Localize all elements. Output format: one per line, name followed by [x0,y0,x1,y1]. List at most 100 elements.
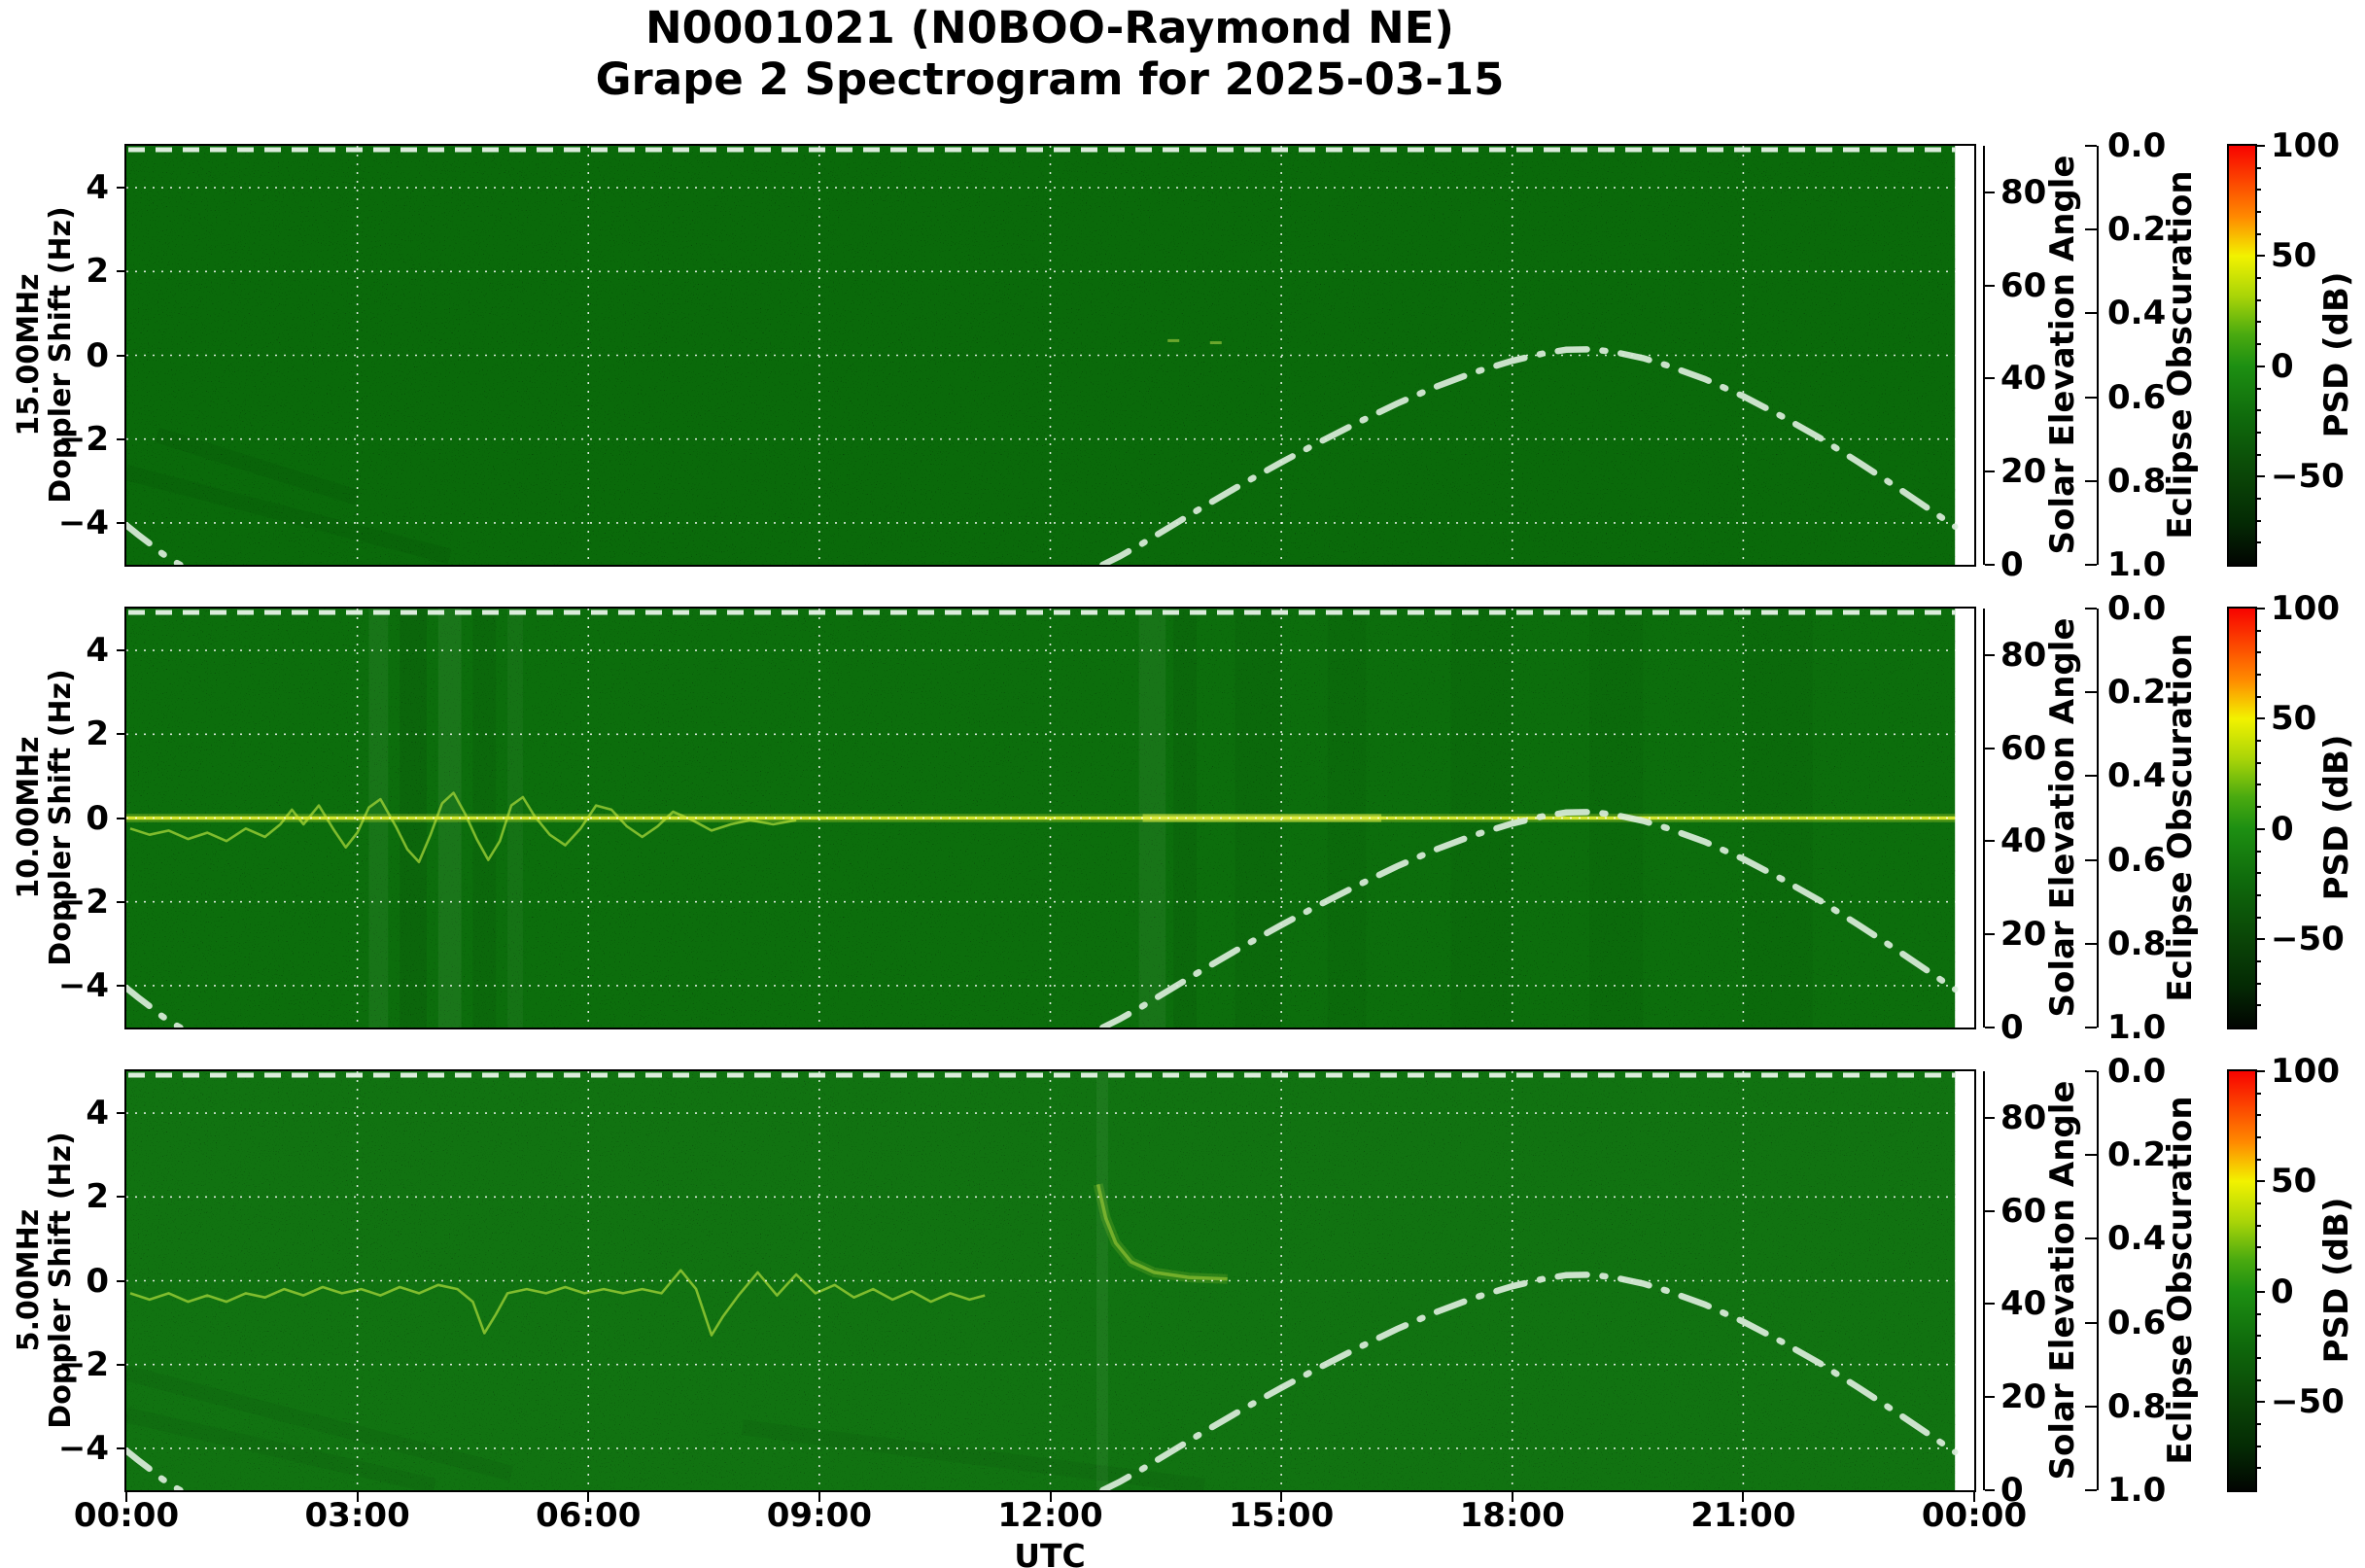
spectrogram-panel-10mhz [124,607,1976,1029]
colorbar-minor-tick [2255,1335,2261,1338]
colorbar-tick-mark [2255,255,2265,258]
colorbar-minor-tick [2255,387,2261,390]
colorbar-minor-tick [2255,982,2261,985]
colorbar-minor-tick [2255,541,2261,544]
x-tick-label: 18:00 [1459,1496,1565,1535]
colorbar-minor-tick [2255,959,2261,962]
solar-tick-label: 80 [2000,635,2047,675]
diag-shadow [155,427,361,505]
sunrise-smudge [1096,1184,1228,1281]
colorbar-minor-tick [2255,189,2261,192]
y-tick-label: 4 [86,1094,109,1133]
colorbar-minor-tick [2255,651,2261,654]
eclipse-tick-label: 0.6 [2107,377,2167,417]
x-tick-label: 12:00 [997,1496,1103,1535]
solar-elevation-curve-tail [126,522,184,565]
eclipse-tick-mark [2085,1405,2097,1408]
colorbar-tick-label: −50 [2271,1382,2345,1422]
colorbar-minor-tick [2255,321,2261,324]
eclipse-obscuration-axis-label: Eclipse Obscuration [2161,1096,2200,1465]
doppler-trace [129,1269,986,1337]
colorbar-minor-tick [2255,343,2261,346]
eclipse-tick-mark [2085,396,2097,399]
solar-tick-mark [1985,840,1995,843]
colorbar-minor-tick [2255,784,2261,786]
y-tick-label: 4 [86,631,109,671]
y-tick-mark [117,733,126,736]
diag-shadow [126,1365,514,1481]
y-tick-mark [117,1446,126,1449]
colorbar-tick-mark [2255,608,2265,610]
eclipse-tick-label: 1.0 [2107,1471,2167,1510]
eclipse-tick-label: 0.0 [2107,1052,2167,1091]
band [1096,1071,1108,1490]
colorbar-minor-tick [2255,695,2261,698]
solar-tick-label: 80 [2000,1098,2047,1137]
eclipse-tick-label: 0.8 [2107,923,2167,963]
noise-light [126,146,1956,565]
colorbar-minor-tick [2255,298,2261,301]
colorbar-minor-tick [2255,740,2261,743]
y-tick-label: 2 [86,252,109,292]
eclipse-tick-label: 0.4 [2107,294,2167,333]
y-tick-label: 2 [86,1177,109,1217]
x-tick-mark [1973,1492,1975,1502]
colorbar-minor-tick [2255,1312,2261,1315]
x-tick-mark [1742,1492,1745,1502]
eclipse-tick-mark [2085,691,2097,694]
psd-colorbar [2227,144,2257,567]
colorbar-minor-tick [2255,1004,2261,1007]
y-tick-label: 4 [86,168,109,208]
solar-tick-label: 60 [2000,1191,2047,1231]
colorbar-minor-tick [2255,519,2261,522]
y-tick-mark [117,817,126,819]
psd-colorbar-label: PSD (dB) [2317,1197,2356,1364]
colorbar-tick-mark [2255,145,2265,147]
colorbar-minor-tick [2255,1445,2261,1447]
eclipse-tick-mark [2085,1321,2097,1324]
colorbar-minor-tick [2255,232,2261,235]
eclipse-tick-mark [2085,564,2097,566]
solar-elevation-curve [1099,1272,1959,1490]
diag-shadow [126,1407,436,1490]
solar-tick-label: 80 [2000,172,2047,212]
y-tick-mark [117,187,126,190]
solar-elevation-axis-label: Solar Elevation Angle [2043,1080,2082,1481]
colorbar-minor-tick [2255,1136,2261,1139]
y-tick-label: 0 [86,798,109,838]
solar-tick-label: 40 [2000,821,2047,861]
eclipse-tick-mark [2085,1027,2097,1028]
solar-tick-mark [1985,1027,1995,1028]
solar-tick-mark [1985,191,1995,193]
chart-title-line2: Grape 2 Spectrogram for 2025-03-15 [595,53,1505,105]
solar-tick-mark [1985,1396,1995,1399]
colorbar-minor-tick [2255,1202,2261,1205]
solar-tick-mark [1985,1489,1995,1491]
colorbar-minor-tick [2255,166,2261,169]
solar-tick-mark [1985,470,1995,473]
eclipse-tick-mark [2085,479,2097,482]
eclipse-tick-mark [2085,608,2097,610]
colorbar-tick-label: −50 [2271,920,2345,959]
solar-tick-label: 0 [2000,545,2024,584]
colorbar-minor-tick [2255,916,2261,919]
eclipse-tick-mark [2085,1154,2097,1157]
colorbar-minor-tick [2255,277,2261,280]
eclipse-tick-label: 0.6 [2107,840,2167,880]
solar-elevation-axis-label: Solar Elevation Angle [2043,155,2082,555]
colorbar-tick-mark [2255,717,2265,720]
noise-light [126,1071,1956,1490]
colorbar-tick-mark [2255,1070,2265,1072]
colorbar-tick-label: 0 [2271,809,2294,849]
solar-elevation-curve-tail [126,985,184,1028]
colorbar-tick-label: 50 [2271,699,2317,739]
x-tick-label: 00:00 [1921,1496,2028,1535]
y-tick-mark [117,437,126,440]
eclipse-tick-mark [2085,775,2097,778]
colorbar-minor-tick [2255,674,2261,677]
colorbar-tick-label: 100 [2271,589,2340,628]
psd-colorbar-label: PSD (dB) [2317,271,2356,438]
colorbar-minor-tick [2255,1092,2261,1095]
x-tick-label: 09:00 [766,1496,872,1535]
eclipse-tick-label: 0.0 [2107,126,2167,165]
